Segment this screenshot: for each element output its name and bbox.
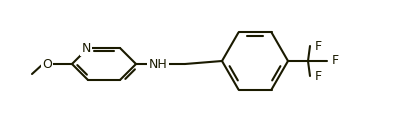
Text: F: F — [331, 54, 339, 68]
Text: NH: NH — [148, 57, 167, 71]
Text: F: F — [315, 69, 321, 83]
Text: F: F — [315, 39, 321, 53]
Text: O: O — [42, 57, 52, 71]
Text: N: N — [81, 42, 91, 54]
